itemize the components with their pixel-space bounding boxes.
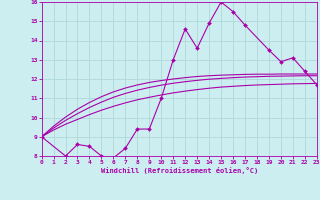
X-axis label: Windchill (Refroidissement éolien,°C): Windchill (Refroidissement éolien,°C) bbox=[100, 167, 258, 174]
